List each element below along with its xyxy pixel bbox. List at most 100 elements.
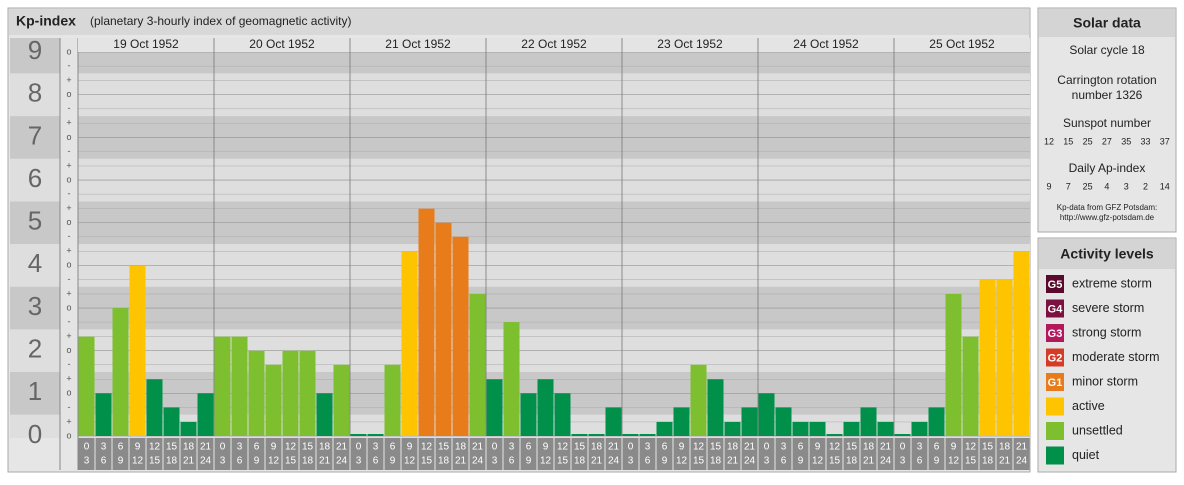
legend-title: Activity levels [1060,246,1154,262]
bar [1013,251,1030,436]
x-tick-label: 0 [628,442,634,453]
sunspot-value: 37 [1160,136,1170,146]
x-tick-label: 0 [84,442,90,453]
bar [112,308,129,436]
bar [503,322,520,436]
legend-swatch [1046,275,1064,293]
bar [928,407,945,436]
minor-tick-label: o [66,132,71,142]
bar [163,407,180,436]
x-tick-label: 21 [608,442,620,453]
ap-value: 25 [1083,181,1093,191]
x-tick-label: 21 [1016,442,1028,453]
x-tick-label: 0 [764,442,770,453]
day-label: 24 Oct 1952 [793,37,859,51]
minor-tick-label: o [66,217,71,227]
x-tick-label: 6 [373,456,379,467]
minor-tick-label: - [68,231,71,241]
title-bar [9,9,1029,35]
legend-swatch [1046,397,1064,416]
hour-cell [588,438,605,470]
legend-badge: G2 [1048,352,1063,364]
hour-cell [690,438,707,470]
day-header [486,38,622,52]
x-tick-label: 15 [829,456,841,467]
bar [860,407,877,436]
bar [146,379,163,436]
minor-tick-label: o [66,302,71,312]
minor-tick-label: + [66,160,71,170]
bar [588,434,605,436]
x-tick-label: 0 [900,442,906,453]
hour-cell [112,438,129,470]
x-tick-label: 21 [727,456,739,467]
x-tick-label: 21 [863,456,875,467]
minor-tick-label: - [68,189,71,199]
bar [962,336,979,436]
x-tick-label: 12 [812,456,824,467]
legend-swatch [1046,299,1064,318]
bar [129,265,146,436]
x-tick-label: 6 [934,442,940,453]
hour-cell [537,438,554,470]
x-tick-label: 3 [645,442,651,453]
legend-label: strong storm [1072,325,1141,339]
x-tick-label: 0 [356,442,362,453]
x-tick-label: 12 [557,442,569,453]
x-tick-label: 15 [421,456,433,467]
bar [656,421,673,436]
hour-cell [724,438,741,470]
x-tick-label: 6 [917,456,923,467]
bar [554,393,571,436]
x-tick-label: 21 [319,456,331,467]
hour-cell [996,438,1013,470]
y-tick-label: 7 [28,120,42,150]
hour-cell [520,438,537,470]
minor-tick-label: + [66,246,71,256]
y-tick-label: 6 [28,163,42,193]
x-tick-label: 15 [965,456,977,467]
ap-value: 3 [1124,181,1129,191]
x-tick-label: 24 [1016,456,1028,467]
sunspot-value: 15 [1063,136,1073,146]
hour-cell [146,438,163,470]
y-tick-label: 0 [28,419,42,449]
x-tick-label: 12 [404,456,416,467]
day-header [622,38,758,52]
solar-panel [1037,7,1177,233]
hour-cell [622,438,639,470]
x-tick-label: 15 [285,456,297,467]
x-tick-label: 21 [744,442,756,453]
source: http://www.gfz-potsdam.de [1060,213,1155,222]
legend-label: minor storm [1072,374,1138,388]
x-tick-label: 3 [492,456,498,467]
legend-label: extreme storm [1072,276,1152,290]
day-label: 23 Oct 1952 [657,37,723,51]
x-tick-label: 24 [880,456,892,467]
x-tick-label: 15 [710,442,722,453]
chart-title: Kp-index [16,13,76,29]
minor-tick-label: + [66,288,71,298]
day-header [78,38,214,52]
bar [469,293,486,436]
x-tick-label: 18 [710,456,722,467]
minor-tick-label: - [68,61,71,71]
day-header [214,38,350,52]
bar [316,393,333,436]
minor-tick-label: o [66,46,71,56]
x-tick-label: 12 [132,456,144,467]
y-tick-label: 9 [28,35,42,65]
legend-label: quiet [1072,448,1100,462]
hour-cell [554,438,571,470]
hour-cell [231,438,248,470]
bar [741,407,758,436]
x-tick-label: 0 [220,442,226,453]
bar [367,434,384,436]
x-tick-label: 3 [764,456,770,467]
minor-column [60,38,78,438]
hour-cell [163,438,180,470]
x-tick-label: 18 [455,442,467,453]
x-tick-label: 18 [183,442,195,453]
hour-cell [486,438,503,470]
bar [197,393,214,436]
